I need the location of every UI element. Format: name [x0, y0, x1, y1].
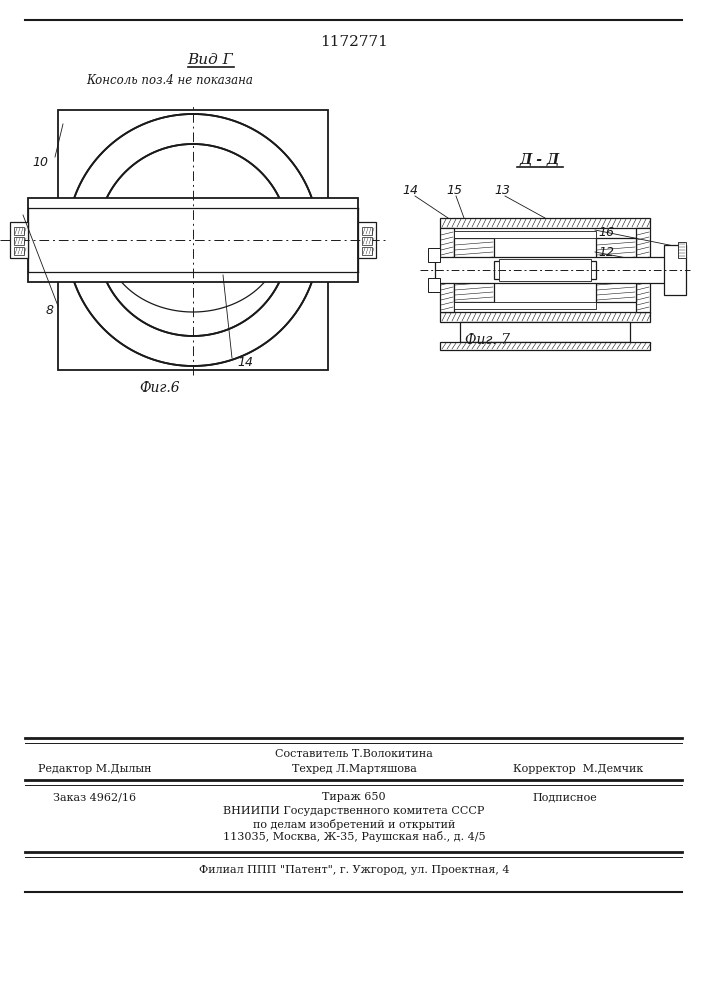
Text: Консоль поз.4 не показана: Консоль поз.4 не показана: [86, 74, 253, 87]
Text: Д - Д: Д - Д: [520, 153, 560, 167]
Text: Корректор  М.Демчик: Корректор М.Демчик: [513, 764, 643, 774]
Text: ВНИИПИ Государственного комитета СССР: ВНИИПИ Государственного комитета СССР: [223, 806, 485, 816]
Text: Заказ 4962/16: Заказ 4962/16: [54, 792, 136, 802]
Bar: [440, 312, 650, 322]
Text: Редактор М.Дылын: Редактор М.Дылын: [38, 764, 152, 774]
Bar: [499, 259, 591, 281]
Bar: [454, 231, 596, 238]
Text: Филиал ППП "Патент", г. Ужгород, ул. Проектная, 4: Филиал ППП "Патент", г. Ужгород, ул. Про…: [199, 865, 509, 875]
Bar: [14, 247, 24, 255]
Text: Техред Л.Мартяшова: Техред Л.Мартяшова: [291, 764, 416, 774]
Bar: [664, 245, 686, 295]
Text: 14: 14: [402, 184, 418, 196]
Text: 113035, Москва, Ж-35, Раушская наб., д. 4/5: 113035, Москва, Ж-35, Раушская наб., д. …: [223, 832, 485, 842]
Bar: [14, 227, 24, 235]
Bar: [454, 302, 596, 309]
Text: 15: 15: [446, 184, 462, 196]
Bar: [362, 247, 372, 255]
Bar: [58, 110, 328, 370]
Bar: [14, 237, 24, 245]
Text: по делам изобретений и открытий: по делам изобретений и открытий: [253, 818, 455, 830]
Text: 10: 10: [32, 155, 48, 168]
Text: 14: 14: [237, 356, 253, 368]
Bar: [362, 237, 372, 245]
Text: Вид Г: Вид Г: [187, 53, 233, 67]
Bar: [454, 238, 494, 302]
Text: 12: 12: [598, 245, 614, 258]
Bar: [362, 227, 372, 235]
Bar: [10, 222, 28, 258]
Bar: [440, 342, 650, 350]
Bar: [358, 222, 376, 258]
Text: 16: 16: [598, 226, 614, 238]
Text: 13: 13: [494, 184, 510, 196]
Bar: [435, 257, 680, 283]
Bar: [440, 228, 454, 312]
Bar: [28, 198, 358, 282]
Bar: [678, 242, 686, 258]
Bar: [636, 228, 650, 312]
Bar: [460, 322, 630, 342]
Text: Фиг.6: Фиг.6: [140, 381, 180, 395]
Text: 8: 8: [46, 304, 54, 316]
Text: 1172771: 1172771: [320, 35, 388, 49]
Bar: [428, 278, 440, 292]
Text: Составитель Т.Волокитина: Составитель Т.Волокитина: [275, 749, 433, 759]
Bar: [596, 238, 636, 302]
Text: Подписное: Подписное: [532, 792, 597, 802]
Bar: [494, 261, 596, 279]
Bar: [428, 248, 440, 262]
Text: Тираж 650: Тираж 650: [322, 792, 386, 802]
Bar: [440, 218, 650, 228]
Text: Фиг. 7: Фиг. 7: [465, 333, 510, 347]
